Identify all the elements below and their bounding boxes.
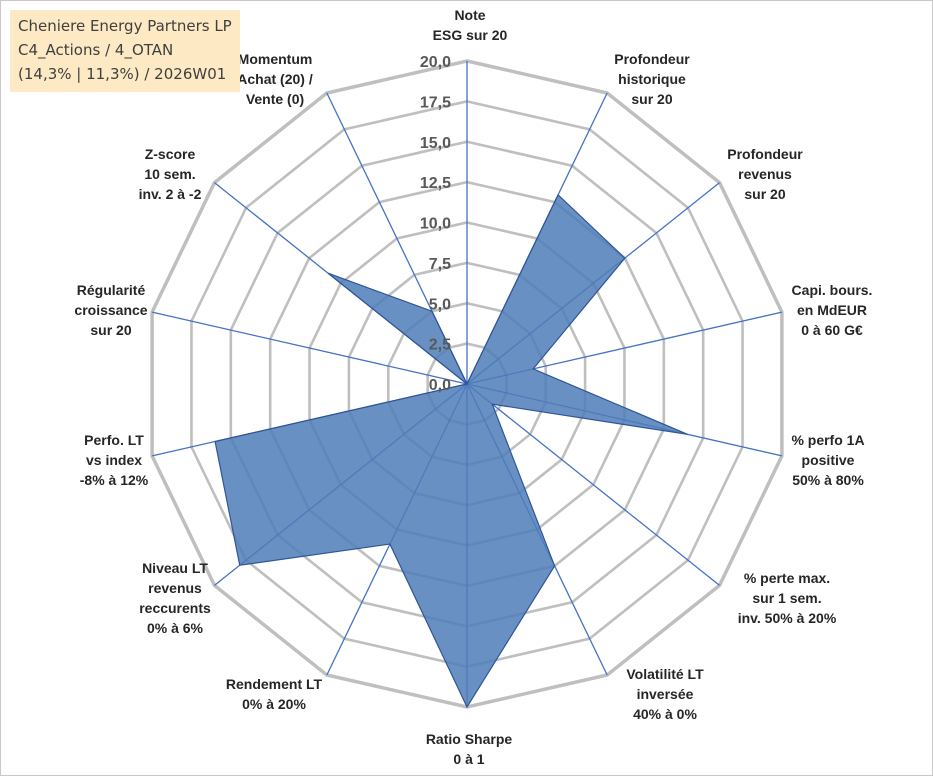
axis-label-6: inv. 50% à 20% [738,610,837,626]
tick-label: 5,0 [429,296,451,313]
axis-label-2: historique [618,71,686,87]
axis-label-13: Z-score [145,146,196,162]
tick-label: 15,0 [420,135,451,152]
tick-label: 17,5 [420,94,451,111]
axis-label-11: Perfo. LT [84,432,144,448]
tick-label-layer: 0,0 2,5 5,0 7,5 10,0 12,5 15,0 17,5 20,0 [420,54,451,394]
axis-label-10: 0% à 6% [147,620,204,636]
axis-label-3: sur 20 [744,186,785,202]
series-layer [214,193,688,709]
axis-label-2: sur 20 [631,91,672,107]
axis-label-14: Achat (20) / [237,71,313,87]
axis-label-6: % perte max. [744,570,830,586]
tick-label: 7,5 [429,256,451,273]
chart-title-box: Cheniere Energy Partners LP C4_Actions /… [10,10,240,92]
axis-label-4: 0 à 60 G€ [801,322,863,338]
axis-label-3: Profondeur [727,146,803,162]
axis-label-7: Volatilité LT [626,666,704,682]
title-line-1: Cheniere Energy Partners LP [18,17,232,35]
spoke-line [151,311,468,385]
tick-label: 20,0 [420,54,451,71]
axis-label-7: 40% à 0% [633,706,697,722]
axis-label-2: Profondeur [614,51,690,67]
axis-label-8: 0 à 1 [453,751,484,767]
axis-label-11: vs index [86,452,142,468]
axis-label-layer: Note ESG sur 20 Profondeur historique sur 20… [74,7,872,767]
axis-label-3: revenus [738,166,792,182]
title-line-2: C4_Actions / 4_OTAN [18,41,174,59]
axis-label-6: sur 1 sem. [752,590,821,606]
axis-label-1: Note [454,7,485,23]
tick-label: 12,5 [420,175,451,192]
axis-label-12: Régularité [77,282,146,298]
axis-label-12: sur 20 [90,322,131,338]
series-area [214,193,688,709]
axis-label-4: en MdEUR [797,302,867,318]
axis-label-11: -8% à 12% [80,472,149,488]
axis-label-9: 0% à 20% [242,696,306,712]
axis-label-13: 10 sem. [144,166,195,182]
axis-label-7: inversée [637,686,694,702]
axis-label-10: revenus [148,580,202,596]
axis-label-5: positive [802,452,855,468]
axis-label-1: ESG sur 20 [433,27,508,43]
axis-label-14: Vente (0) [246,91,304,107]
tick-label: 10,0 [420,216,451,233]
axis-label-13: inv. 2 à -2 [139,186,202,202]
axis-label-5: % perfo 1A [791,432,864,448]
axis-label-5: 50% à 80% [792,472,864,488]
axis-label-4: Capi. bours. [792,282,873,298]
axis-label-10: Niveau LT [142,560,208,576]
tick-label: 0,0 [429,377,451,394]
title-line-3: (14,3% | 11,3%) / 2026W01 [18,65,227,83]
axis-label-8: Ratio Sharpe [426,731,513,747]
tick-label: 2,5 [429,337,451,354]
axis-label-14: Momentum [238,51,313,67]
axis-label-10: reccurents [139,600,211,616]
spoke-line [466,383,720,586]
axis-label-12: croissance [74,302,147,318]
axis-label-9: Rendement LT [226,676,323,692]
